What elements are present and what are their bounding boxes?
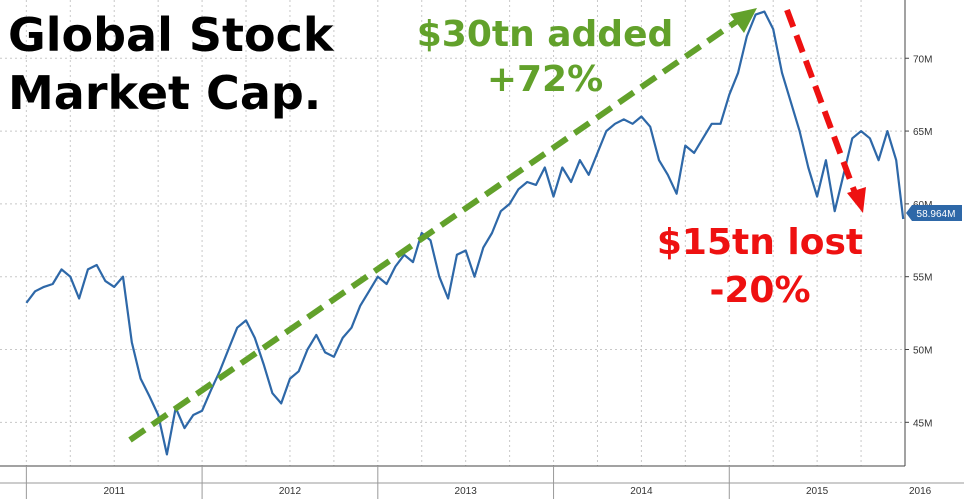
- x-tick-label: 2011: [103, 486, 125, 497]
- y-tick-label: 65M: [913, 127, 932, 138]
- green-trend-arrow-head: [730, 8, 757, 33]
- red-trend-arrow-shaft: [784, 8, 858, 195]
- last-value-badge-shape: [906, 205, 962, 221]
- x-tick-label: 2015: [806, 486, 829, 497]
- last-value-badge: 58.964M: [906, 205, 962, 221]
- y-tick-label: 70M: [913, 54, 932, 65]
- y-tick-label: 55M: [913, 273, 932, 284]
- loss-annotation-line-1: $15tn lost: [657, 222, 863, 263]
- gain-annotation-line-2: +72%: [487, 59, 603, 100]
- chart-title-line-1: Global Stock: [8, 8, 335, 62]
- x-tick-label: 2012: [279, 486, 302, 497]
- x-tick-layer: 2011 2012 2013 2014 2015 2016: [25, 466, 932, 499]
- x-tick-label: 2013: [455, 486, 478, 497]
- x-tick-label: 2014: [630, 486, 653, 497]
- green-trend-arrow-shaft: [128, 16, 742, 443]
- y-tick-label: 45M: [913, 418, 932, 429]
- gain-annotation-line-1: $30tn added: [417, 14, 674, 55]
- chart-title-line-2: Market Cap.: [8, 66, 321, 120]
- red-trend-arrow-head: [847, 187, 866, 213]
- x-tick-label: 2016: [909, 486, 932, 497]
- last-value-label: 58.964M: [917, 209, 956, 220]
- series-line: [25, 10, 905, 456]
- loss-annotation-line-2: -20%: [709, 270, 810, 311]
- y-tick-label: 50M: [913, 346, 932, 357]
